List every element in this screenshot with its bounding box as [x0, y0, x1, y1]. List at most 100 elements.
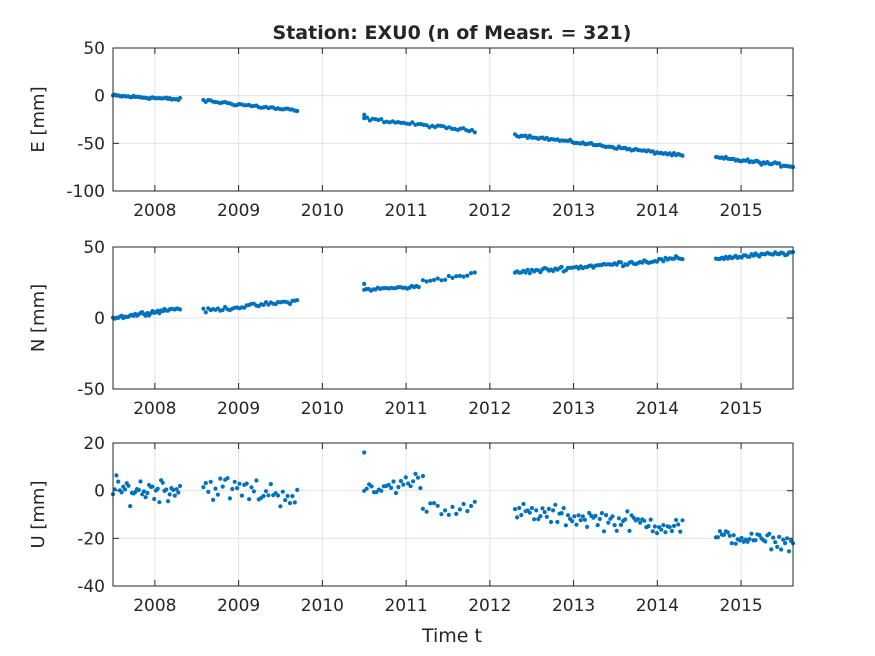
data-point [413, 471, 418, 476]
data-point [369, 484, 374, 489]
subplot-E: 2008 2009 2010 2011 2012 2013 2014 2015 50 0 -50 -1… [28, 39, 796, 221]
series-E [110, 92, 796, 170]
data-point [410, 120, 415, 125]
x-tick-label: 2011 [384, 201, 427, 221]
data-point [396, 485, 401, 490]
data-point [623, 517, 628, 522]
data-point [661, 259, 666, 264]
data-point [420, 278, 425, 283]
data-point [424, 509, 429, 514]
data-point [747, 536, 752, 542]
y-tick-label: -50 [77, 380, 105, 400]
data-point [261, 302, 266, 307]
data-point [763, 539, 768, 544]
data-point [469, 271, 474, 276]
data-point [519, 512, 524, 518]
data-point [627, 528, 632, 534]
data-point [773, 540, 778, 545]
data-point [534, 508, 539, 513]
data-point [652, 524, 658, 529]
data-point [112, 487, 117, 492]
data-point [235, 486, 240, 491]
data-point [642, 518, 647, 523]
data-point [201, 306, 206, 311]
data-point [542, 509, 547, 515]
data-point [145, 490, 150, 496]
data-point [648, 517, 653, 522]
data-point [362, 450, 367, 455]
y-tick-label: -40 [77, 577, 105, 597]
data-point [150, 484, 155, 489]
data-point [454, 511, 459, 516]
data-point [715, 535, 721, 540]
data-point [469, 503, 474, 509]
data-point [215, 492, 220, 497]
data-point [431, 501, 437, 506]
data-point [171, 487, 176, 492]
data-point [201, 485, 206, 490]
data-point [546, 506, 552, 511]
data-point [767, 531, 772, 536]
x-tick-label: 2008 [133, 399, 176, 419]
data-point [239, 493, 244, 498]
data-point [213, 486, 218, 491]
data-point [725, 530, 730, 535]
data-point [661, 523, 666, 528]
data-point [532, 517, 537, 522]
data-point [292, 500, 297, 505]
data-point [727, 533, 732, 538]
data-point [418, 486, 423, 491]
data-point [218, 476, 223, 481]
data-point [122, 487, 128, 492]
data-point [680, 153, 685, 158]
y-tick-label: 50 [83, 238, 105, 258]
axes-box [112, 442, 794, 587]
data-point [247, 497, 252, 502]
data-point [227, 496, 232, 501]
data-point [548, 519, 554, 525]
data-point [512, 507, 518, 512]
data-point [254, 478, 259, 483]
data-point [165, 499, 171, 504]
data-point [365, 115, 370, 120]
data-point [116, 479, 121, 484]
data-point [408, 484, 413, 489]
data-point [285, 493, 290, 499]
y-axis-label: U [mm] [28, 480, 49, 548]
data-point [559, 510, 564, 516]
data-point [472, 130, 477, 135]
data-point [393, 490, 399, 496]
data-point [555, 519, 560, 525]
data-point [465, 273, 470, 278]
data-point [757, 533, 762, 538]
data-point [443, 277, 448, 282]
data-point [290, 494, 295, 499]
x-tick-label: 2015 [719, 399, 762, 419]
data-point [203, 481, 208, 486]
data-point [386, 482, 391, 487]
x-tick-label: 2010 [301, 201, 344, 221]
data-point [582, 517, 588, 522]
data-point [559, 264, 564, 269]
data-point [446, 273, 451, 279]
data-point [249, 485, 254, 490]
data-point [597, 516, 602, 522]
data-point [777, 534, 782, 539]
data-point [587, 510, 592, 516]
y-tick-label: 50 [83, 39, 105, 59]
data-point [731, 533, 736, 538]
data-point [237, 481, 242, 486]
data-point [126, 483, 131, 488]
axes-box [112, 47, 794, 192]
data-point [561, 506, 566, 511]
data-point [157, 500, 162, 505]
data-point [439, 512, 444, 517]
data-point [457, 273, 462, 278]
data-point [771, 535, 776, 540]
data-point [563, 523, 569, 528]
data-point [174, 487, 179, 492]
y-tick-label: -100 [66, 182, 105, 202]
data-point [733, 541, 738, 546]
data-point [618, 260, 624, 265]
